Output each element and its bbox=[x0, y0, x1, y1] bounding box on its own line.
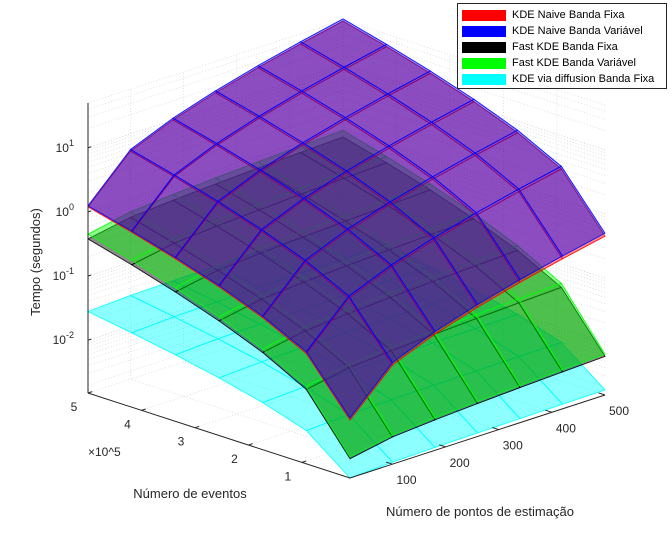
y-tick-label: 1 bbox=[285, 469, 292, 483]
surface-3 bbox=[87, 129, 606, 458]
axes bbox=[87, 103, 606, 479]
x-tick-label: 500 bbox=[609, 404, 629, 418]
legend-swatch bbox=[462, 41, 506, 53]
z-tick-label: 100 bbox=[56, 202, 74, 219]
y-tick-label: 2 bbox=[231, 452, 238, 466]
legend-item: Fast KDE Banda Variável bbox=[462, 55, 662, 71]
surface-4 bbox=[86, 222, 606, 479]
z-tick-label: 10-2 bbox=[53, 330, 74, 347]
surface-patch bbox=[518, 341, 606, 405]
y-axis-label: Número de eventos bbox=[133, 486, 247, 501]
legend-swatch bbox=[462, 9, 506, 21]
legend-item: KDE Naive Banda Fixa bbox=[462, 7, 662, 23]
legend: KDE Naive Banda Fixa KDE Naive Banda Vari… bbox=[457, 3, 667, 89]
x-tick-label: 300 bbox=[503, 439, 523, 453]
surface-patch bbox=[518, 165, 606, 257]
y-tick-label: 3 bbox=[178, 435, 185, 449]
legend-label: KDE Naive Banda Variável bbox=[512, 25, 643, 37]
legend-swatch bbox=[462, 73, 506, 85]
y-tick-label: 4 bbox=[124, 417, 131, 431]
z-tick-label: 10-1 bbox=[53, 266, 74, 283]
surface-patch bbox=[518, 286, 606, 373]
legend-swatch bbox=[462, 57, 506, 69]
x-tick-label: 200 bbox=[450, 456, 470, 470]
z-axis-label: Tempo (segundos) bbox=[28, 208, 43, 316]
surface-1 bbox=[87, 18, 606, 419]
legend-item: KDE Naive Banda Variável bbox=[462, 23, 662, 39]
surface-patch bbox=[518, 168, 606, 260]
legend-item: Fast KDE Banda Fixa bbox=[462, 39, 662, 55]
z-tick-label: 101 bbox=[56, 138, 74, 155]
tick-labels: 100 200 300 400 500 1 2 3 4 5 10-2 10-1 100 101 bbox=[53, 138, 630, 487]
legend-label: Fast KDE Banda Fixa bbox=[512, 41, 618, 53]
legend-item: KDE via diffusion Banda Fixa bbox=[462, 71, 662, 87]
y-multiplier-label: ×10^5 bbox=[88, 445, 121, 459]
legend-label: KDE Naive Banda Fixa bbox=[512, 9, 625, 21]
x-tick-label: 100 bbox=[396, 473, 416, 487]
surface-patch bbox=[518, 282, 606, 371]
y-tick-label: 5 bbox=[71, 400, 78, 414]
x-tick-label: 400 bbox=[556, 421, 576, 435]
legend-swatch bbox=[462, 25, 506, 37]
legend-label: Fast KDE Banda Variável bbox=[512, 57, 636, 69]
surface-0 bbox=[87, 20, 606, 421]
legend-label: KDE via diffusion Banda Fixa bbox=[512, 73, 655, 85]
surfaces bbox=[86, 18, 606, 479]
x-axis-label: Número de pontos de estimação bbox=[386, 504, 574, 519]
